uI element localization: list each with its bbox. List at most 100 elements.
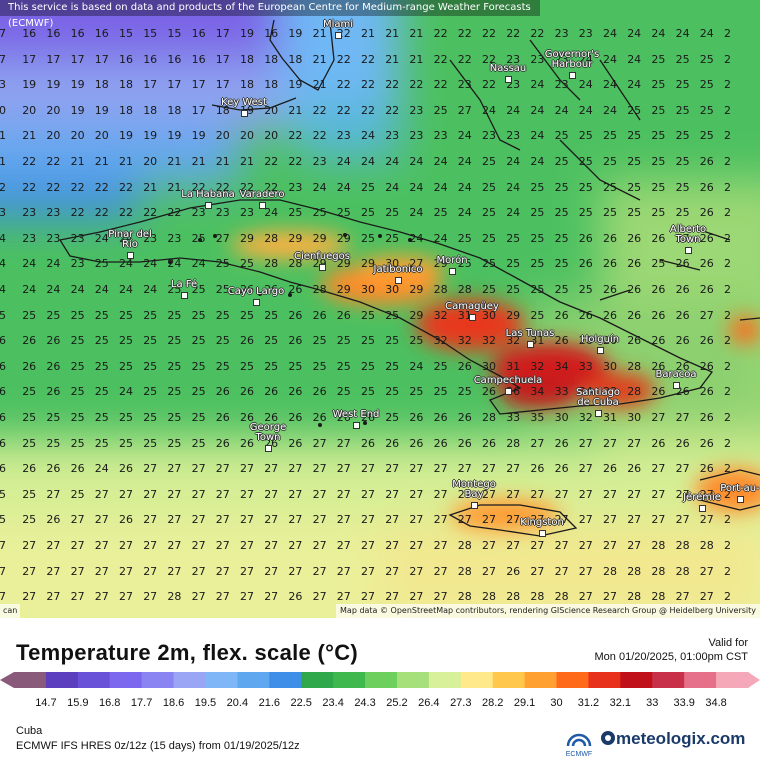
- temperature-value: 27: [167, 564, 182, 578]
- city-label[interactable]: Baracoa: [655, 369, 697, 380]
- city-label[interactable]: Governor's Harbour: [544, 49, 600, 70]
- city-marker[interactable]: [353, 422, 360, 429]
- temperature-value: 27: [457, 513, 472, 527]
- ecmwf-logo[interactable]: ECMWF: [562, 728, 596, 758]
- city-label[interactable]: George Town: [249, 422, 287, 443]
- temperature-value: 24: [578, 52, 593, 66]
- scale-segment: [237, 672, 270, 688]
- temperature-value: 25: [143, 308, 158, 322]
- temperature-value: 28: [506, 590, 521, 604]
- city-marker[interactable]: [685, 247, 692, 254]
- city-label[interactable]: Jatibonico: [373, 264, 423, 275]
- city-marker[interactable]: [505, 76, 512, 83]
- city-marker[interactable]: [319, 264, 326, 271]
- temperature-value: 27: [506, 462, 521, 476]
- temperature-value: 27: [675, 231, 690, 245]
- temperature-value: 29: [312, 231, 327, 245]
- temperature-value: 2: [724, 411, 731, 424]
- temperature-value: 32: [433, 334, 448, 348]
- meteologix-brand[interactable]: meteologix.com: [601, 729, 745, 749]
- city-marker[interactable]: [127, 252, 134, 259]
- temperature-value: 2: [0, 180, 6, 194]
- temperature-value: 18: [119, 103, 133, 117]
- temperature-value: 26: [215, 385, 230, 399]
- temperature-value: 25: [651, 78, 666, 92]
- city-label[interactable]: Montego Bay: [452, 479, 496, 500]
- temperature-value: 25: [167, 359, 182, 373]
- city-label[interactable]: La Habana: [181, 189, 235, 200]
- temperature-value: 17: [215, 78, 230, 92]
- city-marker[interactable]: [449, 268, 456, 275]
- color-scale-bar[interactable]: [0, 670, 760, 694]
- temperature-value: 2: [724, 513, 731, 527]
- temperature-value: 25: [264, 334, 279, 348]
- city-marker[interactable]: [241, 110, 248, 117]
- city-marker[interactable]: [205, 202, 212, 209]
- city-marker[interactable]: [471, 502, 478, 509]
- temperature-value: 25: [603, 155, 617, 168]
- city-label[interactable]: Alberto Town: [669, 224, 707, 245]
- temperature-value: 2: [724, 436, 731, 450]
- city-marker[interactable]: [335, 32, 342, 39]
- city-marker[interactable]: [259, 202, 266, 209]
- city-label[interactable]: Kingston: [520, 517, 564, 528]
- temperature-value: 16: [143, 52, 158, 66]
- temperature-value: 28: [675, 564, 690, 578]
- city-label[interactable]: West End: [332, 409, 380, 420]
- city-marker[interactable]: [597, 347, 604, 354]
- temperature-value: 27: [143, 590, 158, 604]
- temperature-value: 25: [457, 231, 472, 245]
- city-marker[interactable]: [505, 388, 512, 395]
- city-label[interactable]: Miami: [322, 19, 354, 30]
- city-marker[interactable]: [253, 299, 260, 306]
- city-label[interactable]: Nassau: [489, 63, 527, 74]
- temperature-value: 27: [143, 616, 157, 618]
- city-label[interactable]: Pinar del Río: [108, 229, 152, 250]
- city-label[interactable]: Cayo Largo: [227, 286, 285, 297]
- city-label[interactable]: Morón: [436, 255, 468, 266]
- map-attribution[interactable]: Map data © OpenStreetMap contributors, r…: [336, 604, 760, 618]
- temperature-value: 26: [119, 513, 133, 527]
- temperature-map[interactable]: This service is based on data and produc…: [0, 0, 760, 618]
- temperature-value: 27: [95, 616, 109, 618]
- city-label[interactable]: Las Tunas: [505, 328, 555, 339]
- city-label[interactable]: Jérémie: [683, 492, 721, 503]
- city-marker[interactable]: [469, 314, 476, 321]
- temperature-value: 25: [361, 206, 375, 220]
- city-marker[interactable]: [181, 292, 188, 299]
- city-marker[interactable]: [737, 496, 744, 503]
- temperature-value: 25: [385, 359, 400, 373]
- city-label[interactable]: Santiago de Cuba: [575, 387, 621, 408]
- city-label[interactable]: Cienfuegos: [294, 251, 350, 262]
- temperature-value: 25: [22, 436, 37, 450]
- temperature-value: 28: [482, 590, 496, 604]
- city-label[interactable]: Holguín: [580, 334, 620, 345]
- city-marker[interactable]: [699, 505, 706, 512]
- temperature-value: 25: [191, 283, 206, 296]
- city-marker[interactable]: [395, 277, 402, 284]
- city-label[interactable]: La Fé: [170, 279, 198, 290]
- temperature-value: 25: [191, 334, 206, 348]
- city-label[interactable]: Varadero: [239, 189, 285, 200]
- city-marker[interactable]: [527, 341, 534, 348]
- temperature-value: 27: [215, 564, 230, 578]
- temperature-value: 26: [675, 283, 690, 296]
- city-marker[interactable]: [569, 72, 576, 79]
- city-label[interactable]: Key West: [221, 97, 267, 108]
- temperature-value: 23: [457, 78, 472, 92]
- city-marker[interactable]: [595, 410, 602, 417]
- city-label[interactable]: Port-au-: [720, 483, 760, 494]
- city-label[interactable]: Campechuela: [473, 375, 543, 386]
- temperature-value: 25: [385, 411, 400, 424]
- temperature-value: 21: [240, 155, 254, 168]
- temperature-value: 28: [627, 385, 642, 399]
- temperature-value: 27: [119, 616, 133, 618]
- temperature-value: 25: [143, 334, 158, 348]
- city-marker[interactable]: [673, 382, 680, 389]
- city-marker[interactable]: [539, 530, 546, 537]
- temperature-value: 27: [578, 436, 593, 450]
- city-label[interactable]: Camagüey: [445, 301, 499, 312]
- city-marker[interactable]: [265, 445, 272, 452]
- temperature-value: 24: [385, 155, 400, 168]
- scale-segment: [716, 672, 749, 688]
